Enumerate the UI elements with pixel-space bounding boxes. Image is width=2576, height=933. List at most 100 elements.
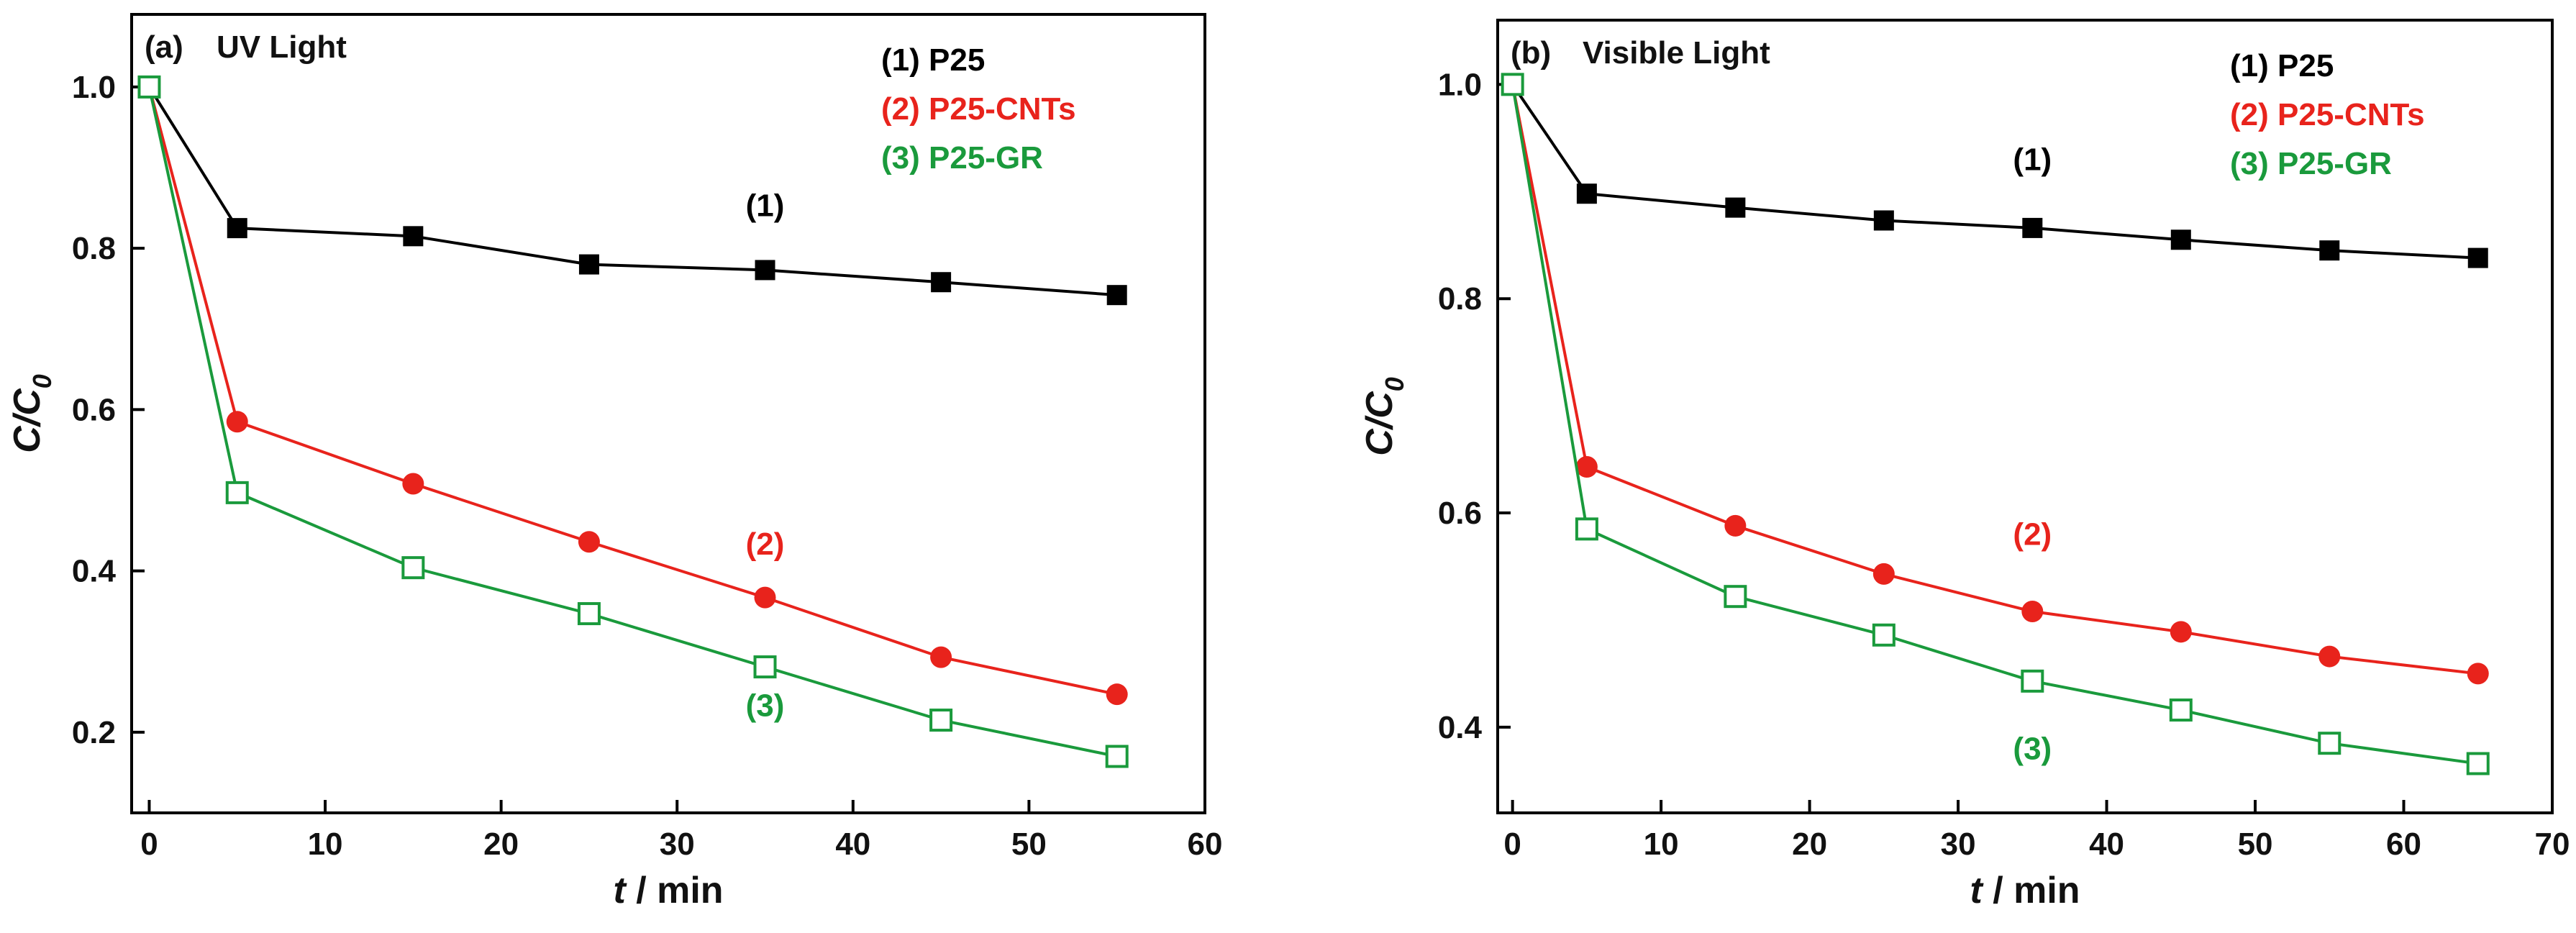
data-point [1106, 285, 1127, 306]
x-tick-label: 40 [835, 827, 870, 862]
x-tick-label: 60 [2386, 827, 2421, 862]
data-point [2319, 240, 2340, 261]
x-tick-label: 70 [2535, 827, 2570, 862]
y-axis-title: C/C0 [1359, 377, 1409, 456]
panel-title: Visible Light [1583, 35, 1770, 70]
x-tick-label: 20 [483, 827, 519, 862]
data-point [2022, 217, 2043, 238]
data-point [225, 481, 249, 504]
data-point [226, 411, 248, 433]
data-point [755, 260, 775, 281]
series-label: (2) [746, 527, 785, 562]
y-tick-label: 0.4 [72, 554, 117, 589]
data-point [403, 226, 424, 247]
data-point [1872, 623, 1895, 647]
data-point [1576, 183, 1597, 204]
data-point [137, 75, 161, 99]
y-tick-label: 1.0 [72, 70, 116, 105]
x-axis-variable: t [1970, 870, 1984, 911]
series-line-1 [1511, 83, 2478, 260]
data-point [1575, 517, 1598, 541]
legend-entry: (3) P25-GR [2230, 146, 2392, 181]
panel-label: (a) [145, 29, 183, 65]
data-point [1872, 563, 1895, 585]
x-axis-unit: / min [1983, 870, 2080, 911]
y-axis-subscript: 0 [1380, 377, 1409, 391]
data-point [2318, 645, 2341, 668]
series-label: (3) [2013, 732, 2052, 767]
x-axis-unit: / min [626, 870, 724, 911]
data-point [227, 218, 247, 239]
data-point [578, 531, 600, 553]
data-point [754, 586, 776, 609]
data-point [1725, 197, 1746, 218]
x-tick-label: 0 [140, 827, 158, 862]
legend-entry: (2) P25-CNTs [881, 91, 1076, 127]
x-tick-label: 50 [2238, 827, 2273, 862]
series-line-3 [147, 86, 1118, 758]
series-label: (1) [746, 188, 785, 223]
data-point [2318, 732, 2341, 755]
x-tick-label: 30 [1941, 827, 1976, 862]
data-point [2170, 621, 2192, 643]
y-tick-label: 0.4 [1438, 710, 1483, 745]
data-point [1724, 585, 1747, 609]
data-point [1575, 455, 1598, 478]
x-tick-label: 50 [1011, 827, 1047, 862]
data-point [930, 646, 952, 668]
panel-label: (b) [1511, 35, 1551, 70]
x-tick-label: 30 [660, 827, 695, 862]
data-point [2021, 669, 2044, 693]
data-point [931, 272, 952, 293]
data-point [1873, 210, 1894, 231]
data-point [2170, 229, 2191, 250]
legend-entry: (2) P25-CNTs [2230, 97, 2425, 132]
x-axis-title: t / min [1970, 870, 2080, 911]
data-point [753, 655, 777, 679]
x-tick-label: 10 [308, 827, 343, 862]
data-point [578, 254, 599, 275]
data-point [2169, 698, 2193, 722]
series-line-2 [1511, 83, 2478, 675]
data-point [1501, 73, 1524, 96]
y-tick-label: 0.8 [1438, 281, 1482, 317]
series-line-3 [1511, 84, 2479, 765]
y-axis-subscript: 0 [27, 374, 57, 388]
y-axis-title: C/C0 [6, 374, 57, 453]
x-tick-label: 60 [1188, 827, 1223, 862]
x-axis-title: t / min [613, 870, 723, 911]
data-point [1105, 745, 1129, 768]
x-axis-variable: t [613, 870, 627, 911]
data-point [2467, 663, 2489, 685]
data-point [2467, 247, 2488, 268]
y-tick-label: 1.0 [1438, 67, 1482, 102]
y-tick-label: 0.6 [1438, 496, 1482, 531]
data-point [1106, 683, 1128, 706]
data-point [1724, 514, 1747, 537]
y-tick-label: 0.6 [72, 392, 116, 427]
plot-frame-b [1496, 19, 2554, 814]
series-label: (2) [2013, 517, 2052, 552]
panel-a-uv-light: 0 10 20 30 40 50 600.20.40.60.81.0t / minC/C0(… [6, 13, 1223, 911]
legend-entry: (1) P25 [881, 42, 985, 78]
panel-title: UV Light [217, 29, 347, 65]
plot-frame-a [130, 13, 1206, 814]
y-axis-variable: C/C [6, 388, 48, 453]
x-tick-label: 20 [1792, 827, 1827, 862]
y-axis-variable: C/C [1359, 391, 1401, 456]
data-point [401, 556, 425, 580]
legend-entry: (1) P25 [2230, 48, 2334, 83]
panel-b-visible-light: 0 10 20 30 40 50 60 700.40.60.81.0t / minC/C0(b… [1359, 19, 2570, 911]
series-line-2 [147, 86, 1118, 696]
data-point [2021, 601, 2044, 623]
y-tick-label: 0.2 [72, 715, 116, 750]
data-point [577, 602, 601, 626]
x-tick-label: 10 [1644, 827, 1679, 862]
series-label: (1) [2013, 142, 2052, 177]
data-point [2466, 752, 2490, 775]
series-label: (3) [746, 688, 785, 723]
x-tick-label: 40 [2089, 827, 2124, 862]
x-tick-label: 0 [1503, 827, 1521, 862]
data-point [402, 473, 424, 495]
